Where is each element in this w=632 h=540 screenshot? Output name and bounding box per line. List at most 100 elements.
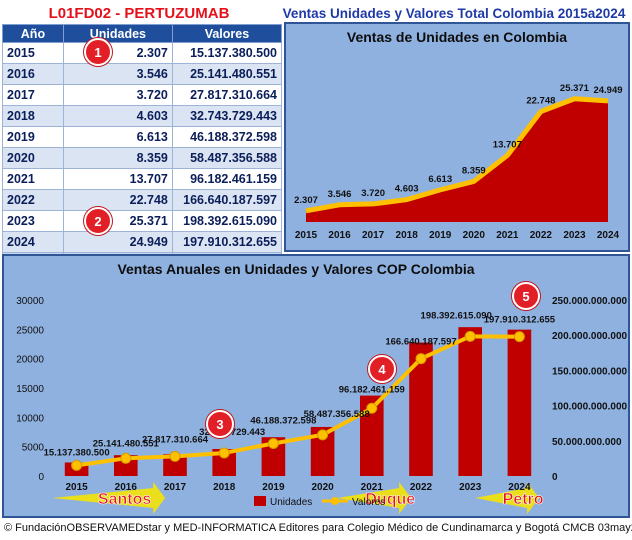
x-tick-label: 2021 — [496, 230, 519, 241]
table-header-row: Año Unidades Valores — [2, 24, 283, 43]
data-label: 3.546 — [328, 189, 352, 200]
table-year-cell: 2017 — [2, 84, 64, 106]
y-right-tick-label: 150.000.000.000 — [552, 366, 628, 377]
values-point — [120, 452, 132, 464]
y-left-tick-label: 20000 — [16, 355, 44, 366]
value-data-label: 46.188.372.598 — [250, 415, 316, 426]
data-label: 3.720 — [361, 188, 385, 199]
table-year-cell: 2021 — [2, 168, 64, 190]
units-bar — [409, 342, 433, 476]
report-title: Ventas Unidades y Valores Total Colombia… — [282, 5, 626, 21]
table-units-cell: 24.949 — [62, 231, 173, 253]
table-year-cell: 2019 — [2, 126, 64, 148]
units-bar — [507, 329, 532, 476]
values-point — [415, 353, 427, 365]
table-year-cell: 2022 — [2, 189, 64, 211]
x-tick-label: 2017 — [362, 230, 385, 241]
y-left-tick-label: 5000 — [22, 443, 45, 454]
table-row: 2020 8.359 58.487.356.588 — [2, 147, 283, 169]
value-data-label: 166.640.187.597 — [385, 337, 456, 348]
value-data-label: 96.182.461.159 — [339, 384, 405, 395]
values-point — [464, 330, 476, 342]
value-data-label: 27.817.310.664 — [142, 434, 209, 445]
x-tick-label: 2019 — [429, 230, 452, 241]
col-year-header: Año — [2, 24, 64, 43]
legend-swatch-point — [331, 497, 339, 505]
units-area-chart: Ventas de Unidades en Colombia 2.307 2015 3… — [294, 29, 622, 241]
data-label: 13.707 — [493, 139, 522, 150]
data-label: 24.949 — [593, 85, 622, 96]
table-value-cell: 27.817.310.664 — [171, 84, 283, 106]
legend-label-units: Unidades — [270, 497, 312, 508]
table-value-cell: 25.141.480.551 — [171, 63, 283, 85]
x-tick-label: 2015 — [65, 482, 88, 493]
value-data-label: 15.137.380.500 — [44, 447, 110, 458]
data-label: 22.748 — [526, 96, 555, 107]
units-area — [306, 98, 608, 222]
table-year-cell: 2018 — [2, 105, 64, 127]
x-tick-label: 2022 — [530, 230, 553, 241]
footer-credit: © FundaciónOBSERVAMEDstar y MED-INFORMAT… — [4, 522, 632, 534]
col-units-header: Unidades — [62, 24, 173, 43]
x-tick-label: 2022 — [410, 482, 433, 493]
units-area-chart-panel: Ventas de Unidades en Colombia 2.307 2015 3… — [284, 22, 630, 252]
units-bar — [359, 395, 384, 476]
marker-badge-4: 4 — [368, 355, 396, 383]
values-point — [513, 331, 525, 343]
period-label: Duque — [365, 491, 415, 508]
table-value-cell: 58.487.356.588 — [171, 147, 283, 169]
values-point — [317, 429, 329, 441]
y-right-tick-label: 0 — [552, 472, 558, 483]
y-right-tick-label: 100.000.000.000 — [552, 402, 628, 413]
x-tick-label: 2015 — [295, 230, 318, 241]
chart-title: Ventas Anuales en Unidades y Valores COP… — [117, 261, 474, 277]
y-left-tick-label: 15000 — [16, 384, 44, 395]
x-tick-label: 2018 — [396, 230, 419, 241]
x-tick-label: 2021 — [361, 482, 384, 493]
combined-chart: Ventas Anuales en Unidades y Valores COP… — [16, 261, 628, 514]
units-bar — [163, 454, 187, 476]
table-units-cell: 22.748 — [62, 189, 173, 211]
x-tick-label: 2023 — [563, 230, 586, 241]
y-left-tick-label: 10000 — [16, 413, 44, 424]
table-units-cell: 4.603 — [62, 105, 173, 127]
legend-label-values: Valores — [352, 497, 385, 508]
table-year-cell: 2015 — [2, 42, 64, 64]
values-point — [71, 459, 83, 471]
data-label: 2.307 — [294, 195, 318, 206]
marker-badge-5: 5 — [512, 282, 540, 310]
x-tick-label: 2023 — [459, 482, 482, 493]
x-tick-label: 2020 — [311, 482, 334, 493]
x-tick-label: 2019 — [262, 482, 285, 493]
x-tick-label: 2018 — [213, 482, 236, 493]
period-arrow — [475, 482, 540, 514]
table-row: 2017 3.720 27.817.310.664 — [2, 84, 283, 106]
table-value-cell: 198.392.615.090 — [171, 210, 283, 232]
y-right-tick-label: 200.000.000.000 — [552, 331, 628, 342]
period-label: Petro — [503, 491, 544, 508]
table-row: 2016 3.546 25.141.480.551 — [2, 63, 283, 85]
y-right-tick-label: 50.000.000.000 — [552, 437, 622, 448]
x-tick-label: 2016 — [328, 230, 351, 241]
x-tick-label: 2024 — [508, 482, 531, 493]
value-data-label: 198.392.615.090 — [421, 310, 492, 321]
value-data-label: 25.141.480.551 — [93, 438, 160, 449]
x-tick-label: 2017 — [164, 482, 187, 493]
sales-table: Año Unidades Valores 2015 2.307 15.137.380… — [2, 24, 283, 274]
table-row: 2018 4.603 32.743.729.443 — [2, 105, 283, 127]
table-year-cell: 2024 — [2, 231, 64, 253]
x-tick-label: 2024 — [597, 230, 620, 241]
table-value-cell: 166.640.187.597 — [171, 189, 283, 211]
period-label: Santos — [98, 491, 151, 508]
marker-badge-1: 1 — [84, 38, 112, 66]
data-label: 25.371 — [560, 83, 590, 94]
x-tick-label: 2016 — [115, 482, 138, 493]
data-label: 6.613 — [428, 174, 452, 185]
period-arrow — [337, 482, 412, 514]
table-year-cell: 2016 — [2, 63, 64, 85]
y-left-tick-label: 0 — [38, 472, 44, 483]
period-arrow — [52, 482, 166, 514]
table-units-cell: 2.307 — [62, 42, 173, 64]
data-label: 4.603 — [395, 184, 419, 195]
table-row: 2015 2.307 15.137.380.500 — [2, 42, 283, 64]
